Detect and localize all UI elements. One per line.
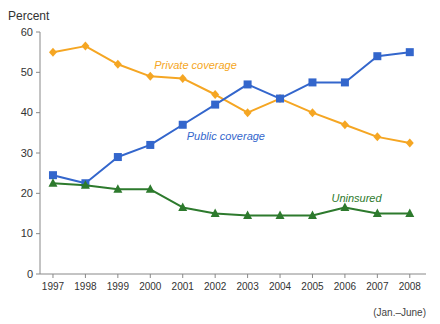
point-marker	[308, 78, 316, 86]
x-tick	[344, 274, 345, 278]
point-marker	[406, 48, 414, 56]
point-marker	[276, 211, 285, 220]
point-marker	[114, 60, 122, 69]
y-tick	[36, 233, 40, 234]
y-tick-label: 20	[21, 187, 33, 199]
x-tick-label: 2001	[172, 281, 195, 292]
point-marker	[243, 211, 252, 220]
series-label: Public coverage	[187, 130, 265, 142]
x-tick	[377, 274, 378, 278]
x-tick-label: 1998	[74, 281, 97, 292]
point-marker	[276, 94, 284, 103]
point-marker	[405, 209, 414, 218]
point-marker	[341, 78, 349, 86]
y-tick	[36, 112, 40, 113]
point-marker	[373, 52, 381, 60]
point-marker	[81, 180, 90, 189]
y-tick-label: 60	[21, 26, 33, 38]
y-tick	[36, 153, 40, 154]
x-tick	[150, 274, 151, 278]
plot-area	[48, 42, 414, 219]
x-tick-label: 2005	[301, 281, 324, 292]
y-tick-label: 10	[21, 227, 33, 239]
point-marker	[146, 72, 154, 81]
x-tick-label: 2000	[139, 281, 162, 292]
point-marker	[114, 153, 122, 161]
x-tick-label: 2004	[269, 281, 292, 292]
point-marker	[179, 74, 187, 83]
point-marker	[81, 42, 89, 51]
point-marker	[244, 80, 252, 88]
point-marker	[146, 184, 155, 193]
x-tick	[247, 274, 248, 278]
point-marker	[308, 108, 316, 117]
series-line	[53, 183, 410, 215]
x-tick	[52, 274, 53, 278]
y-tick-label: 30	[21, 147, 33, 159]
point-marker	[244, 108, 252, 117]
point-marker	[340, 202, 349, 211]
x-tick-label: 2006	[334, 281, 357, 292]
point-marker	[373, 132, 381, 141]
point-marker	[211, 90, 219, 99]
y-axis-label: Percent	[8, 9, 50, 23]
x-tick	[117, 274, 118, 278]
annotation: (Jan.–June)	[373, 307, 426, 318]
x-tick	[215, 274, 216, 278]
point-marker	[211, 101, 219, 109]
x-tick	[409, 274, 410, 278]
x-tick	[182, 274, 183, 278]
point-marker	[276, 95, 284, 103]
point-marker	[113, 184, 122, 193]
series-label: Private coverage	[154, 59, 237, 71]
x-tick-label: 2008	[399, 281, 422, 292]
x-tick-label: 2007	[366, 281, 389, 292]
point-marker	[49, 171, 57, 179]
point-marker	[179, 121, 187, 129]
x-axis-line	[40, 274, 426, 275]
y-tick	[36, 274, 40, 275]
x-tick	[280, 274, 281, 278]
y-tick	[36, 193, 40, 194]
point-marker	[211, 209, 220, 218]
y-tick	[36, 72, 40, 73]
y-tick-label: 0	[27, 268, 33, 280]
x-tick-label: 1999	[107, 281, 130, 292]
point-marker	[49, 48, 57, 57]
point-marker	[308, 211, 317, 220]
x-tick-label: 2002	[204, 281, 227, 292]
series-line	[53, 52, 410, 183]
point-marker	[341, 120, 349, 129]
point-marker	[406, 138, 414, 147]
point-marker	[178, 202, 187, 211]
y-tick-label: 50	[21, 66, 33, 78]
series-label: Uninsured	[331, 192, 382, 204]
x-tick	[85, 274, 86, 278]
point-marker	[373, 209, 382, 218]
x-tick	[312, 274, 313, 278]
point-marker	[48, 178, 57, 187]
y-tick-label: 40	[21, 106, 33, 118]
y-tick	[36, 32, 40, 33]
chart: 0 10 20 30 40 50 60 1997 1998 1999 2000 2001 2002 200…	[0, 0, 440, 324]
point-marker	[146, 141, 154, 149]
x-tick-label: 2003	[236, 281, 259, 292]
x-tick-label: 1997	[42, 281, 65, 292]
